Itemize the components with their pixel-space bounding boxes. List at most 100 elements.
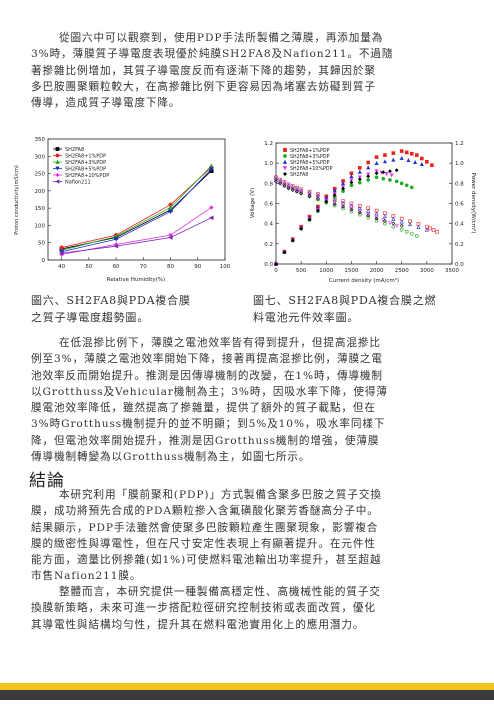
power-point	[374, 155, 379, 159]
voltage-point	[383, 219, 387, 223]
figure6-caption: 圖六、SH2FA8與PDA複合膜 之質子導電度趨勢圖。	[31, 292, 231, 326]
y-axis-label: Proton conductivity(mS/cm)	[14, 165, 20, 235]
y2-tick-label: 0.8	[455, 181, 464, 187]
x-tick-label: 50	[85, 264, 92, 270]
power-point	[349, 178, 354, 183]
power-point	[358, 180, 362, 185]
power-point	[388, 178, 392, 182]
voltage-point	[299, 191, 304, 196]
y-tick-label: 0.6	[264, 202, 273, 208]
power-point	[404, 150, 409, 155]
voltage-point	[409, 231, 414, 236]
plot-frame	[47, 138, 226, 261]
power-point	[409, 151, 414, 156]
conclusion-heading: 結論	[29, 471, 65, 491]
y-tick-label: 0.0	[264, 262, 273, 268]
text-line: 膜的緻密性與導電性，但在尺寸安定性表現上有顯著提升。在元件性	[31, 537, 376, 550]
voltage-point	[391, 224, 396, 229]
power-point	[307, 217, 312, 222]
y-axis-label: Voltage (V)	[250, 188, 256, 218]
power-point	[430, 163, 434, 167]
legend-marker	[55, 172, 60, 178]
y-tick-label: 0.4	[264, 222, 273, 228]
voltage-point	[315, 192, 320, 197]
power-point	[332, 193, 337, 198]
x-tick-label: 90	[194, 264, 201, 270]
power-point	[399, 149, 404, 153]
series-line	[61, 165, 212, 251]
voltage-point	[428, 226, 433, 231]
power-point	[389, 173, 394, 178]
power-point	[290, 238, 295, 243]
y2-tick-label: 0.0	[455, 262, 464, 268]
text-line: 其導電性與結構均勻性，提升其在燃料電池實用化上的應用潛力。	[31, 618, 365, 631]
power-point	[282, 250, 287, 255]
footer-dark-stripe	[0, 690, 494, 700]
y-tick-label: 50	[38, 241, 45, 247]
power-point	[425, 160, 429, 164]
power-point	[404, 183, 409, 188]
legend-marker	[283, 148, 287, 152]
caption-line: 圖六、SH2FA8與PDA複合膜	[31, 294, 191, 307]
voltage-point	[315, 196, 320, 201]
y-tick-label: 200	[35, 189, 46, 195]
legend-marker	[282, 166, 288, 171]
series-line	[61, 207, 212, 255]
voltage-point	[307, 194, 312, 199]
voltage-point	[394, 223, 399, 228]
data-point	[113, 237, 119, 242]
figure7-caption: 圖七、SH2FA8與PDA複合膜之燃 料電池元件效率圖。	[253, 292, 473, 326]
power-point	[374, 169, 379, 174]
power-point	[406, 157, 411, 162]
power-point	[388, 169, 392, 174]
data-point	[168, 209, 173, 215]
voltage-point	[349, 203, 354, 208]
power-point	[374, 160, 379, 165]
power-point	[382, 159, 387, 164]
power-point	[341, 181, 346, 186]
legend-label: SH2FA8+1%PDP	[290, 148, 330, 154]
figure6-proton-conductivity-chart: 40 50 60 70 80 90 100 0 50 100 150 200 250 300 350 SH2…	[10, 134, 235, 286]
voltage-point	[357, 210, 362, 215]
legend-marker	[55, 179, 60, 184]
power-point	[366, 174, 371, 179]
voltage-point	[404, 229, 409, 234]
voltage-point	[357, 206, 362, 211]
power-point	[399, 155, 404, 160]
y-tick-label: 0.2	[264, 242, 273, 248]
legend-marker	[55, 147, 60, 151]
power-point	[391, 151, 396, 155]
voltage-point	[341, 204, 345, 209]
text-line: 在低混摻比例下，薄膜之電池效率皆有得到提升，但提高混摻比	[59, 337, 381, 349]
power-point	[299, 226, 304, 231]
power-point	[324, 199, 329, 204]
power-point	[366, 160, 370, 165]
power-point	[357, 169, 362, 174]
voltage-point	[387, 221, 392, 226]
series-line	[61, 167, 212, 248]
text-line: 著摻雜比例增加，其質子導電度反而有逐漸下降的趨勢，其歸因於聚	[31, 64, 376, 77]
power-point	[394, 179, 399, 184]
voltage-point	[391, 221, 396, 226]
power-point	[413, 159, 418, 164]
text-line: 以Grotthuss及Vehicular機制為主；3%時，因吸水率下降，使得薄	[31, 385, 388, 398]
legend-marker	[55, 159, 60, 164]
voltage-point	[424, 227, 429, 232]
power-point	[341, 186, 345, 191]
voltage-point	[366, 208, 371, 213]
power-point	[366, 178, 370, 182]
voltage-point	[435, 229, 439, 234]
x-axis-label: Relative Humidity(%)	[107, 277, 165, 283]
legend-label: SH2FA8+10%PDP	[290, 166, 333, 172]
power-point	[420, 156, 424, 161]
legend-label: SH2FA8	[65, 147, 84, 153]
voltage-point	[431, 228, 436, 232]
y-tick-label: 1.2	[264, 141, 273, 147]
legend-marker	[282, 159, 288, 164]
legend-label: SH2FA8+5%PDP	[290, 160, 330, 166]
y2-tick-label: 0.2	[455, 242, 464, 248]
x-axis-label: Current density (mA/cm²)	[329, 277, 399, 284]
power-point	[349, 183, 354, 188]
voltage-point	[286, 186, 291, 191]
power-point	[419, 162, 424, 166]
